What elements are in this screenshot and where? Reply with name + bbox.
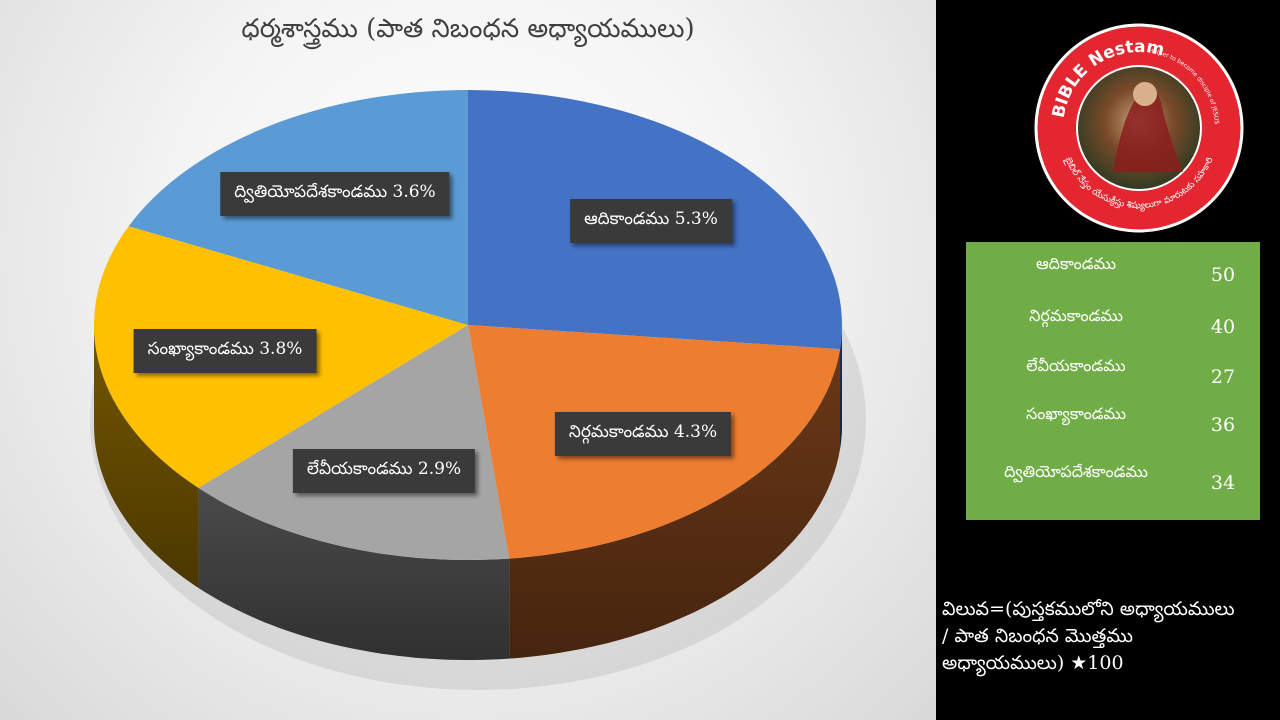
slice-label: సంఖ్యాకాండము 3.8% [133,329,317,373]
table-row: లేవీయకాండము 27 [966,356,1260,406]
slice-label: ఆదికాండము 5.3% [570,199,732,243]
pie-side-shade-2 [198,487,510,660]
slice-label: లేవీయకాండము 2.9% [292,449,476,493]
pie-side-shade-1 [509,349,840,659]
table-book-name: నిర్గమకాండము [1029,306,1123,325]
formula-line-1: విలువ=(పుస్తకములోని అధ్యాయములు [942,598,1235,620]
logo-figure-head [1133,82,1157,106]
chart-panel: ధర్మశాస్త్రము (పాత నిబంధన అధ్యాయములు) ఆద… [0,0,936,720]
formula-line-3: అధ్యాయములు) ★100 [942,652,1124,674]
table-book-name: ఆదికాండము [1035,254,1117,273]
slice-label: ద్వితియోపదేశకాండము 3.6% [220,172,450,216]
table-row: ద్వితియోపదేశకాండము 34 [966,462,1260,512]
table-chapter-count: 34 [1210,472,1236,494]
chart-title: ధర్మశాస్త్రము (పాత నిబంధన అధ్యాయములు) [241,14,695,44]
formula-note: విలువ=(పుస్తకములోని అధ్యాయములు / పాత నిబ… [942,596,1276,677]
table-book-name: లేవీయకాండము [1026,356,1126,375]
bible-nestam-logo: BIBLE Nestam Helper to become disciple o… [1033,22,1244,233]
chapters-table: ఆదికాండము 50 నిర్గమకాండము 40 లేవీయకాండము… [966,242,1260,520]
pie-sides [94,325,842,660]
table-chapter-count: 40 [1210,316,1236,338]
table-row: ఆదికాండము 50 [966,254,1260,304]
slice-label: నిర్గమకాండము 4.3% [554,412,732,456]
pie-side-shade-3 [94,325,199,588]
table-row: సంఖ్యాకాండము 36 [966,404,1260,454]
logo-figure [1113,89,1183,172]
table-book-name: సంఖ్యాకాండము [1025,404,1127,423]
table-chapter-count: 36 [1210,414,1236,436]
formula-line-2: / పాత నిబంధన మొత్తము [942,625,1133,647]
table-book-name: ద్వితియోపదేశకాండము [1004,462,1148,481]
pie-slice-2 [198,325,510,561]
table-chapter-count: 50 [1210,264,1236,286]
pie-chart [94,90,842,660]
table-chapter-count: 27 [1210,366,1236,388]
pie-side-shade-0 [840,325,842,450]
table-row: నిర్గమకాండము 40 [966,306,1260,356]
